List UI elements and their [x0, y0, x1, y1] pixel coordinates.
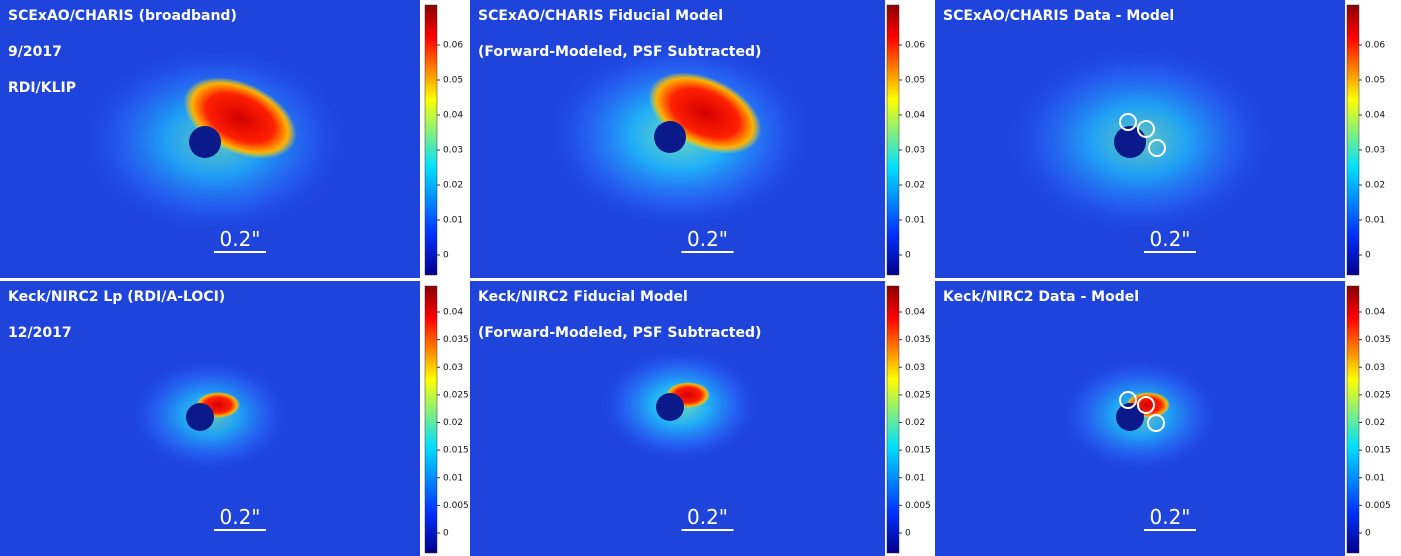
colorbar-tick-label: 0.03 — [443, 146, 463, 156]
colorbar-tick-label: 0 — [905, 251, 911, 261]
colorbar — [886, 285, 900, 554]
colorbar-tick-label: 0.03 — [905, 146, 925, 156]
colorbar — [1346, 4, 1360, 276]
panel-title: 9/2017 — [8, 44, 62, 60]
panel-title: (Forward-Modeled, PSF Subtracted) — [478, 44, 761, 60]
colorbar-tick-label: 0.005 — [905, 501, 931, 511]
panel: SCExAO/CHARIS (broadband) 9/2017 RDI/KLIP 0… — [0, 0, 463, 278]
colorbar-tick-label: 0.01 — [905, 216, 925, 226]
colorbar-tick-label: 0.06 — [443, 41, 463, 51]
colorbar-tick-label: 0.02 — [905, 418, 925, 428]
colorbar-tick-label: 0.025 — [905, 390, 931, 400]
colorbar-tick-label: 0.02 — [443, 418, 463, 428]
colorbar — [886, 4, 900, 276]
panel: Keck/NIRC2 Lp (RDI/A-LOCI) 12/2017 0.2" 0.0… — [0, 281, 469, 556]
marker-circle — [1119, 113, 1137, 131]
colorbar-tick-label: 0.01 — [443, 216, 463, 226]
mask — [189, 126, 221, 158]
colorbar-tick-label: 0.02 — [1365, 418, 1385, 428]
colorbar-tick-label: 0.06 — [1365, 41, 1385, 51]
colorbar — [1346, 285, 1360, 554]
colorbar-tick-label: 0.06 — [905, 41, 925, 51]
mask — [186, 403, 214, 431]
colorbar-tick-label: 0.04 — [905, 308, 925, 318]
colorbar-tick-label: 0.02 — [905, 181, 925, 191]
marker-circle — [1137, 120, 1155, 138]
colorbar-tick-label: 0.03 — [905, 363, 925, 373]
colorbar-tick-label: 0.04 — [1365, 111, 1385, 121]
colorbar-tick-label: 0.015 — [443, 446, 469, 456]
colorbar-tick-label: 0.015 — [1365, 446, 1391, 456]
colorbar-tick-label: 0.02 — [1365, 181, 1385, 191]
panel-title: Keck/NIRC2 Lp (RDI/A-LOCI) — [8, 289, 225, 305]
marker-circle — [1119, 391, 1137, 409]
colorbar-tick-label: 0.015 — [905, 446, 931, 456]
mask — [1114, 126, 1146, 158]
colorbar-tick-label: 0.01 — [443, 473, 463, 483]
colorbar-tick-label: 0.01 — [1365, 473, 1385, 483]
scale-bar-label: 0.2" — [1149, 505, 1190, 529]
panel-title: RDI/KLIP — [8, 80, 76, 96]
colorbar-tick-label: 0.05 — [1365, 76, 1385, 86]
scale-bar-label: 0.2" — [1149, 227, 1190, 251]
colorbar-tick-label: 0.03 — [443, 363, 463, 373]
colorbar-tick-label: 0.035 — [905, 335, 931, 345]
panel-title: 12/2017 — [8, 325, 72, 341]
panel-title: SCExAO/CHARIS (broadband) — [8, 8, 237, 24]
colorbar-tick-label: 0 — [443, 251, 449, 261]
colorbar-tick-label: 0 — [1365, 251, 1371, 261]
colorbar-tick-label: 0.02 — [443, 181, 463, 191]
marker-circle — [1147, 414, 1165, 432]
colorbar-tick-label: 0 — [1365, 529, 1371, 539]
scale-bar-label: 0.2" — [219, 227, 260, 251]
colorbar-tick-label: 0.005 — [443, 501, 469, 511]
marker-circle — [1137, 396, 1155, 414]
panel-title: Keck/NIRC2 Fiducial Model — [478, 289, 688, 305]
colorbar-tick-label: 0.01 — [1365, 216, 1385, 226]
scale-bar-label: 0.2" — [219, 505, 260, 529]
colorbar-tick-label: 0.005 — [1365, 501, 1391, 511]
colorbar-tick-label: 0.04 — [905, 111, 925, 121]
panel: Keck/NIRC2 Data - Model 0.2" 0.04 0.035 0.03… — [935, 281, 1391, 556]
mask — [656, 393, 684, 421]
colorbar-tick-label: 0 — [905, 529, 911, 539]
colorbar-tick-label: 0.03 — [1365, 363, 1385, 373]
mask — [654, 121, 686, 153]
panel-title: SCExAO/CHARIS Fiducial Model — [478, 8, 723, 24]
colorbar-tick-label: 0.04 — [443, 111, 463, 121]
colorbar-tick-label: 0.04 — [443, 308, 463, 318]
panel: SCExAO/CHARIS Data - Model 0.2" 0.06 0.05 0.… — [935, 0, 1385, 278]
colorbar-tick-label: 0.035 — [1365, 335, 1391, 345]
panel-title: SCExAO/CHARIS Data - Model — [943, 8, 1174, 24]
colorbar-tick-label: 0 — [443, 529, 449, 539]
colorbar — [424, 285, 438, 554]
panel-title: Keck/NIRC2 Data - Model — [943, 289, 1139, 305]
colorbar-tick-label: 0.01 — [905, 473, 925, 483]
mask — [1116, 403, 1144, 431]
scale-bar-label: 0.2" — [687, 227, 728, 251]
colorbar-tick-label: 0.025 — [443, 390, 469, 400]
panel: SCExAO/CHARIS Fiducial Model (Forward-Mod… — [470, 0, 925, 278]
colorbar-tick-label: 0.025 — [1365, 390, 1391, 400]
colorbar-tick-label: 0.04 — [1365, 308, 1385, 318]
colorbar-tick-label: 0.05 — [905, 76, 925, 86]
colorbar-tick-label: 0.05 — [443, 76, 463, 86]
panel-title: (Forward-Modeled, PSF Subtracted) — [478, 325, 761, 341]
colorbar-tick-label: 0.035 — [443, 335, 469, 345]
scale-bar-label: 0.2" — [687, 505, 728, 529]
panel: Keck/NIRC2 Fiducial Model (Forward-Modele… — [470, 281, 931, 556]
marker-circle — [1148, 139, 1166, 157]
colorbar — [424, 4, 438, 276]
colorbar-tick-label: 0.03 — [1365, 146, 1385, 156]
